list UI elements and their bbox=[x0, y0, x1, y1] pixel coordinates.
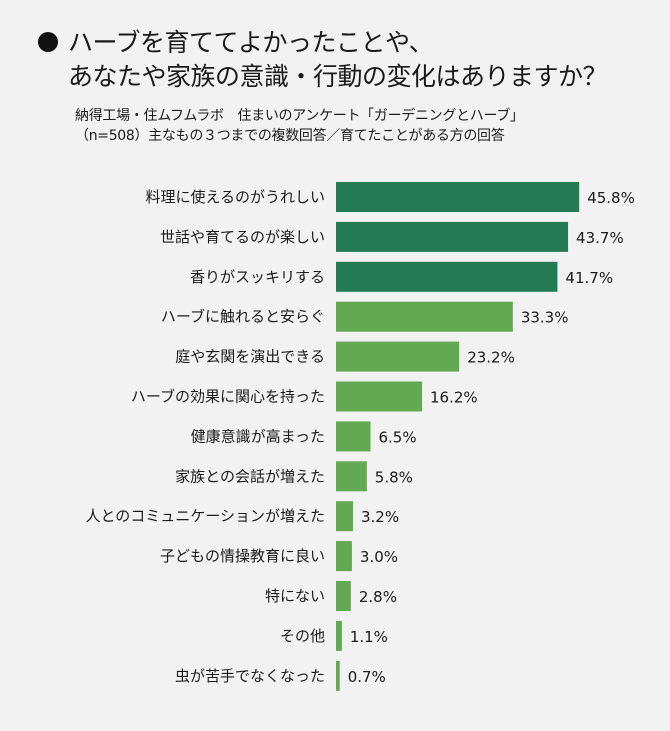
bullet-icon bbox=[38, 32, 58, 52]
bar bbox=[336, 221, 569, 252]
bar bbox=[336, 541, 352, 572]
category-label: 家族との会話が増えた bbox=[175, 467, 325, 485]
value-label: 0.7% bbox=[348, 668, 386, 686]
subtitle-line2: （n=508）主なもの３つまでの複数回答／育てたことがある方の回答 bbox=[75, 128, 505, 144]
category-label: 健康意識が高まった bbox=[191, 427, 325, 445]
value-label: 1.1% bbox=[350, 628, 388, 646]
value-label: 23.2% bbox=[467, 349, 515, 367]
value-label: 6.5% bbox=[379, 428, 417, 446]
title-line1: ハーブを育ててよかったことや、 bbox=[68, 28, 434, 57]
value-label: 2.8% bbox=[359, 588, 397, 606]
bar bbox=[336, 620, 342, 651]
bar bbox=[336, 261, 558, 292]
value-label: 5.8% bbox=[375, 468, 413, 486]
value-label: 45.8% bbox=[587, 189, 635, 207]
bar bbox=[336, 581, 351, 611]
category-label: 子どもの情操教育に良い bbox=[160, 547, 325, 565]
value-label: 16.2% bbox=[430, 389, 478, 407]
subtitle-line1: 納得工場・住ムフムラボ 住まいのアンケート「ガーデニングとハーブ」 bbox=[75, 108, 524, 124]
category-label: 料理に使えるのがうれしい bbox=[145, 188, 325, 206]
category-label: 世話や育てるのが楽しい bbox=[160, 228, 325, 246]
category-label: その他 bbox=[280, 627, 325, 645]
value-label: 33.3% bbox=[521, 309, 569, 327]
value-label: 41.7% bbox=[565, 269, 613, 287]
category-label: 香りがスッキリする bbox=[190, 268, 325, 286]
category-label: ハーブに触れると安らぐ bbox=[161, 308, 325, 326]
category-label: 人とのコミュニケーションが増えた bbox=[85, 507, 325, 525]
category-label: 特にない bbox=[265, 587, 325, 605]
chart-subtitle: 納得工場・住ムフムラボ 住まいのアンケート「ガーデニングとハーブ」 （n=508… bbox=[75, 106, 524, 146]
category-label: ハーブの効果に関心を持った bbox=[131, 388, 325, 406]
bar bbox=[336, 381, 423, 412]
bar bbox=[336, 341, 460, 372]
chart-title: ハーブを育ててよかったことや、 あなたや家族の意識・行動の変化はありますか？ bbox=[38, 26, 608, 94]
bar bbox=[336, 421, 371, 452]
title-line2: あなたや家族の意識・行動の変化はありますか？ bbox=[68, 62, 608, 91]
value-label: 3.0% bbox=[360, 548, 398, 566]
category-label: 庭や玄関を演出できる bbox=[175, 348, 325, 366]
bar bbox=[336, 461, 367, 492]
bar bbox=[336, 182, 580, 212]
bar bbox=[336, 660, 340, 691]
bar bbox=[336, 301, 513, 332]
value-label: 3.2% bbox=[361, 508, 399, 526]
category-label: 虫が苦手でなくなった bbox=[175, 667, 325, 685]
bar bbox=[336, 501, 353, 532]
value-label: 43.7% bbox=[576, 229, 624, 247]
